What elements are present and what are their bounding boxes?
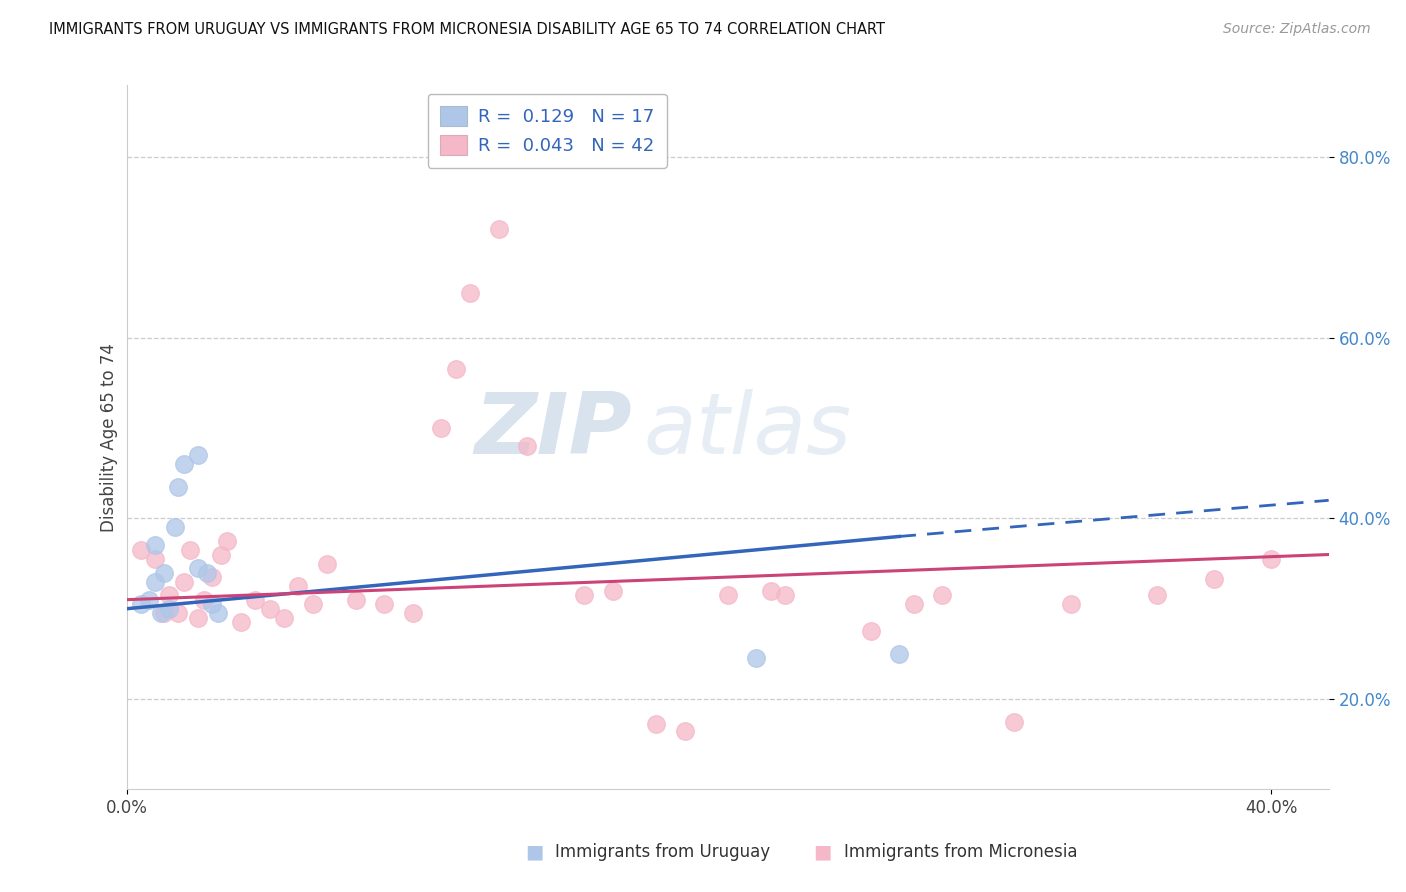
Point: [159, 588, 181, 602]
Point: [402, 607, 425, 621]
Point: [516, 439, 538, 453]
Point: [458, 285, 481, 300]
Legend: R =  0.129   N = 17, R =  0.043   N = 42: R = 0.129 N = 17, R = 0.043 N = 42: [427, 94, 666, 168]
Point: [773, 588, 796, 602]
Point: [1060, 597, 1083, 611]
Point: [245, 592, 267, 607]
Point: [859, 624, 882, 639]
Point: [931, 588, 953, 602]
Point: [173, 574, 195, 589]
Point: [430, 421, 453, 435]
Point: [195, 566, 218, 580]
Point: [273, 611, 295, 625]
Point: [602, 583, 624, 598]
Point: [1146, 588, 1168, 602]
Text: Source: ZipAtlas.com: Source: ZipAtlas.com: [1223, 22, 1371, 37]
Point: [229, 615, 252, 630]
Point: [209, 548, 232, 562]
Point: [301, 597, 323, 611]
Point: [149, 607, 172, 621]
Point: [143, 539, 166, 553]
Point: [315, 557, 337, 571]
Point: [138, 592, 160, 607]
Point: [179, 543, 201, 558]
Point: [745, 651, 768, 665]
Text: ■: ■: [813, 842, 832, 862]
Point: [574, 588, 596, 602]
Text: Immigrants from Uruguay: Immigrants from Uruguay: [555, 843, 770, 861]
Point: [159, 601, 181, 615]
Text: ■: ■: [524, 842, 544, 862]
Point: [173, 457, 195, 471]
Point: [207, 607, 229, 621]
Point: [1002, 714, 1025, 729]
Point: [187, 611, 209, 625]
Point: [1204, 572, 1226, 586]
Point: [167, 607, 190, 621]
Point: [259, 601, 281, 615]
Point: [444, 362, 467, 376]
Y-axis label: Disability Age 65 to 74: Disability Age 65 to 74: [100, 343, 118, 532]
Point: [129, 543, 152, 558]
Point: [152, 566, 174, 580]
Point: [344, 592, 367, 607]
Point: [645, 717, 668, 731]
Text: atlas: atlas: [644, 389, 852, 472]
Point: [287, 579, 309, 593]
Point: [143, 552, 166, 566]
Point: [889, 647, 911, 661]
Point: [152, 607, 174, 621]
Point: [716, 588, 740, 602]
Point: [167, 480, 190, 494]
Text: IMMIGRANTS FROM URUGUAY VS IMMIGRANTS FROM MICRONESIA DISABILITY AGE 65 TO 74 CO: IMMIGRANTS FROM URUGUAY VS IMMIGRANTS FR…: [49, 22, 886, 37]
Point: [373, 597, 395, 611]
Point: [129, 597, 152, 611]
Text: Immigrants from Micronesia: Immigrants from Micronesia: [844, 843, 1077, 861]
Point: [201, 570, 224, 584]
Point: [143, 574, 166, 589]
Point: [201, 597, 224, 611]
Point: [488, 222, 510, 236]
Point: [187, 561, 209, 575]
Point: [215, 533, 238, 548]
Point: [673, 723, 696, 738]
Point: [187, 448, 209, 462]
Point: [903, 597, 925, 611]
Point: [193, 592, 215, 607]
Point: [759, 583, 782, 598]
Point: [165, 520, 187, 534]
Text: ZIP: ZIP: [474, 389, 631, 472]
Point: [1260, 552, 1282, 566]
